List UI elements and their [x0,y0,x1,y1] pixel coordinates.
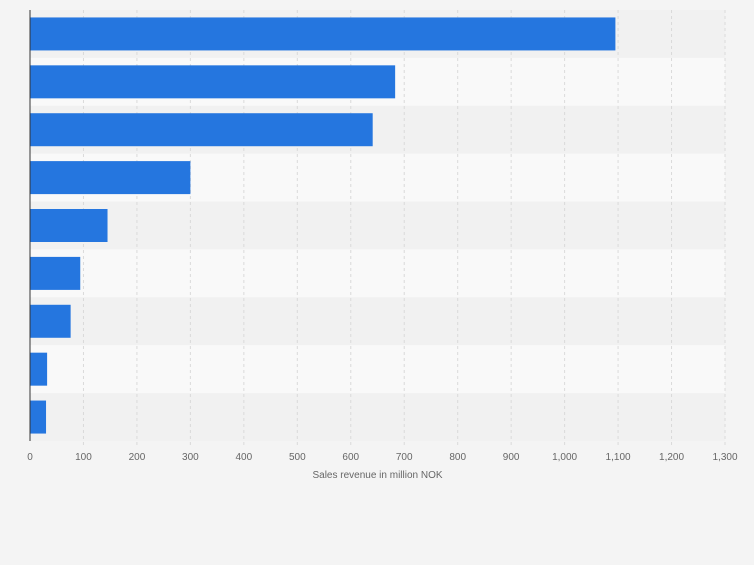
bar[interactable] [30,400,47,434]
bar[interactable] [30,352,48,386]
bars [30,17,616,434]
row-bands [30,10,725,441]
x-axis-title: Sales revenue in million NOK [312,470,442,481]
x-tick-label: 600 [342,452,359,463]
bar[interactable] [30,256,81,290]
x-tick-label: 1,100 [606,452,631,463]
x-tick-label: 200 [129,452,146,463]
x-tick-label: 1,200 [659,452,684,463]
row-band [30,345,725,394]
bar[interactable] [30,65,396,99]
bar[interactable] [30,113,373,147]
x-tick-label: 100 [75,452,92,463]
x-tick-labels: 0 100 200 300 400 500 600 700 800 900 1,000 1,100 1,… [27,452,738,463]
x-tick-label: 700 [396,452,413,463]
row-band [30,297,725,346]
bar[interactable] [30,17,616,51]
bar[interactable] [30,161,191,195]
row-band [30,393,725,441]
x-tick-label: 1,000 [552,452,577,463]
x-tick-label: 800 [449,452,466,463]
row-band [30,201,725,250]
x-tick-label: 500 [289,452,306,463]
x-tick-label: 300 [182,452,199,463]
bar[interactable] [30,304,71,338]
x-tick-label: 900 [503,452,520,463]
row-band [30,249,725,298]
x-tick-label: 400 [236,452,253,463]
x-tick-label: 0 [27,452,33,463]
x-tick-label: 1,300 [712,452,737,463]
bar[interactable] [30,209,108,242]
